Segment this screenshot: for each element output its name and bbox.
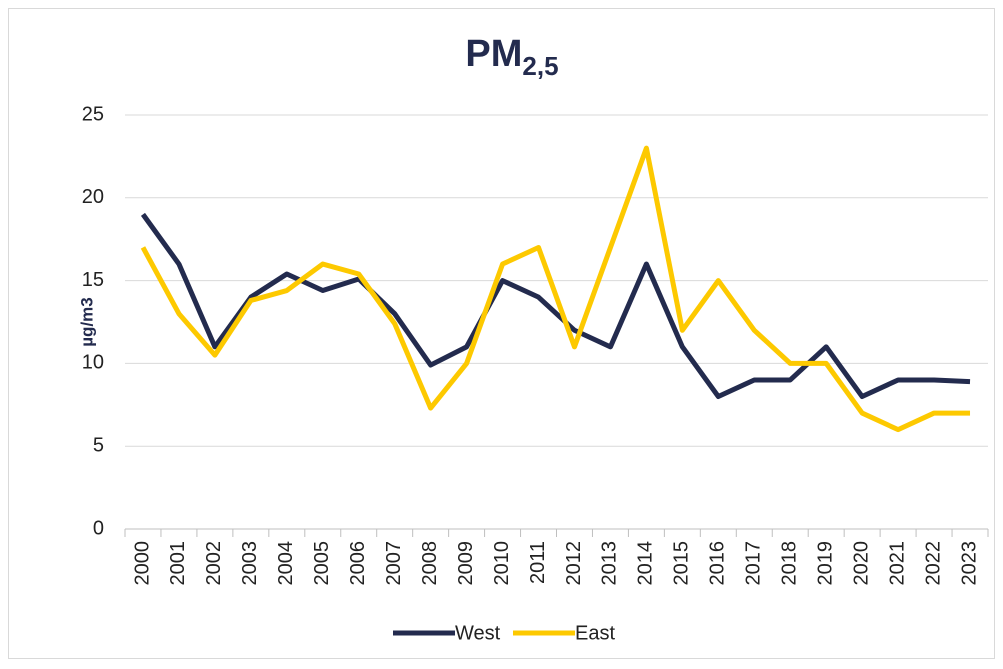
x-tick-label: 2016 xyxy=(707,541,729,586)
chart-title: PM2,5 xyxy=(465,33,558,81)
x-tick-label: 2015 xyxy=(671,541,693,586)
x-tick-label: 2011 xyxy=(527,541,549,584)
y-axis-label: µg/m3 xyxy=(77,297,96,346)
x-tick-label: 2009 xyxy=(455,541,477,586)
y-tick-label: 0 xyxy=(93,517,104,539)
y-tick-label: 10 xyxy=(82,352,104,374)
series-line xyxy=(140,212,971,400)
x-tick-label: 2002 xyxy=(203,541,225,586)
x-tick-label: 2018 xyxy=(779,541,801,586)
y-tick-label: 20 xyxy=(82,186,104,208)
chart-border xyxy=(8,8,995,659)
title-main: PM xyxy=(465,33,522,75)
x-tick-label: 2023 xyxy=(958,541,980,586)
x-tick-label: 2004 xyxy=(275,541,297,586)
x-tick-label: 2012 xyxy=(563,541,585,586)
x-tick-label: 2020 xyxy=(850,541,872,586)
title-subscript: 2,5 xyxy=(522,51,558,81)
x-tick-label: 2013 xyxy=(599,541,621,586)
y-tick-label: 5 xyxy=(93,434,104,456)
x-tick-label: 2003 xyxy=(239,541,261,586)
x-tick-label: 2005 xyxy=(311,541,333,586)
legend-label: East xyxy=(575,622,615,644)
x-tick-label: 2008 xyxy=(419,541,441,586)
x-tick-label: 2006 xyxy=(347,541,369,586)
x-tick-label: 2017 xyxy=(743,541,765,586)
x-tick-label: 2022 xyxy=(922,541,944,586)
x-tick-label: 2000 xyxy=(131,541,153,586)
x-tick-label: 2007 xyxy=(383,541,405,586)
x-tick-label: 2001 xyxy=(167,541,189,586)
legend-label: West xyxy=(455,622,501,644)
y-tick-label: 15 xyxy=(82,269,104,291)
x-tick-label: 2019 xyxy=(814,541,836,586)
y-tick-label: 25 xyxy=(82,103,104,125)
x-tick-label: 2021 xyxy=(886,541,908,586)
series-line xyxy=(140,145,971,433)
x-tick-label: 2014 xyxy=(635,541,657,586)
x-tick-label: 2010 xyxy=(491,541,513,586)
